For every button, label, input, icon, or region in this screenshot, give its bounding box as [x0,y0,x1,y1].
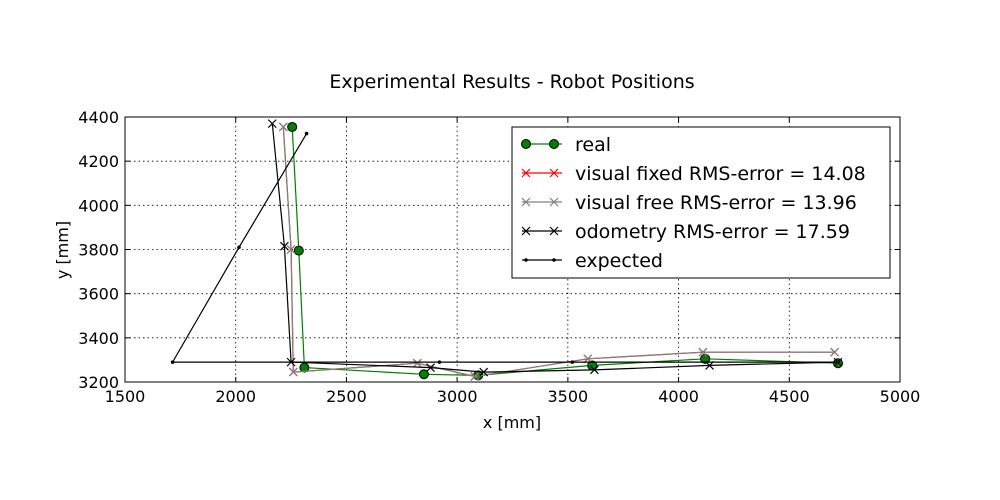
data-point-expected [237,245,241,250]
series-line-odometry [271,123,839,373]
legend-marker [521,226,531,236]
data-point-real [418,369,429,380]
data-point-visual [698,347,708,357]
data-point-real [287,121,298,132]
legend-label: real [575,134,611,156]
legend-entry-visual: visual fixed RMS-error = 14.08 [521,163,866,185]
data-point-expected [437,360,442,364]
legend-marker [549,197,559,207]
data-point-visual [412,358,422,368]
data-point-odometry [590,365,599,375]
data-point-expected [570,360,575,364]
y-axis-label: y [mm] [53,221,72,279]
series-line-expected [171,133,838,363]
legend-entry-odometry: odometry RMS-error = 17.59 [521,221,850,243]
series-layer [170,119,843,381]
y-tick-label: 4200 [78,152,119,171]
data-point-visual [286,245,296,254]
legend-marker [549,139,559,149]
data-point-expected [304,131,309,136]
legend-marker [524,258,528,262]
y-tick-label: 3400 [78,329,119,348]
x-tick-label: 4500 [769,387,810,406]
data-point-odometry [705,361,714,370]
x-tick-label: 5000 [880,387,921,406]
x-tick-label: 3500 [547,387,588,406]
series-odometry [267,119,843,377]
x-tick-label: 4000 [658,387,699,406]
y-tick-label: 3600 [78,285,119,304]
data-point-odometry [280,241,289,251]
legend-marker [521,168,531,178]
legend-label: visual fixed RMS-error = 14.08 [575,163,866,185]
legend-entry-real: real [521,134,611,156]
data-point-visual [583,354,593,364]
y-tick-label: 3800 [78,241,119,260]
y-tick-label: 4000 [78,196,119,215]
ticks: 1500 2000 2500 3000 3500 4000 4500 5000 3200 3400… [78,108,920,406]
data-point-visual [278,122,288,132]
chart-title: Experimental Results - Robot Positions [329,71,694,93]
series-line-real [291,126,839,377]
data-point-expected [170,360,175,364]
series-expected [170,131,840,364]
x-tick-label: 2500 [326,387,367,406]
series-visual [278,122,840,381]
legend-marker [549,226,559,236]
legend: real visual fixed RMS-error = 14.08 visual… [511,126,891,279]
legend-label: odometry RMS-error = 17.59 [575,221,850,243]
legend-entry-visual: visual free RMS-error = 13.96 [521,192,857,214]
data-point-visual [288,367,298,377]
legend-marker [552,258,556,262]
series-line-visual [282,126,835,378]
legend-marker [521,139,531,149]
x-tick-label: 2000 [215,387,256,406]
data-point-odometry [479,367,489,377]
data-point-odometry [426,363,435,373]
legend-box [511,126,891,279]
legend-entry-expected: expected [522,250,663,272]
legend-marker [521,197,531,207]
data-point-odometry [267,119,277,129]
legend-marker [549,168,559,178]
data-point-visual [470,372,480,381]
y-tick-label: 4400 [78,108,119,127]
x-tick-label: 1500 [105,387,146,406]
data-point-real [293,245,304,256]
legend-label: expected [575,250,663,272]
y-tick-label: 3200 [78,373,119,392]
data-point-visual [830,347,840,357]
legend-label: visual free RMS-error = 13.96 [575,192,857,214]
x-tick-label: 3000 [437,387,478,406]
x-axis-label: x [mm] [483,413,541,432]
data-point-expected [836,360,840,364]
